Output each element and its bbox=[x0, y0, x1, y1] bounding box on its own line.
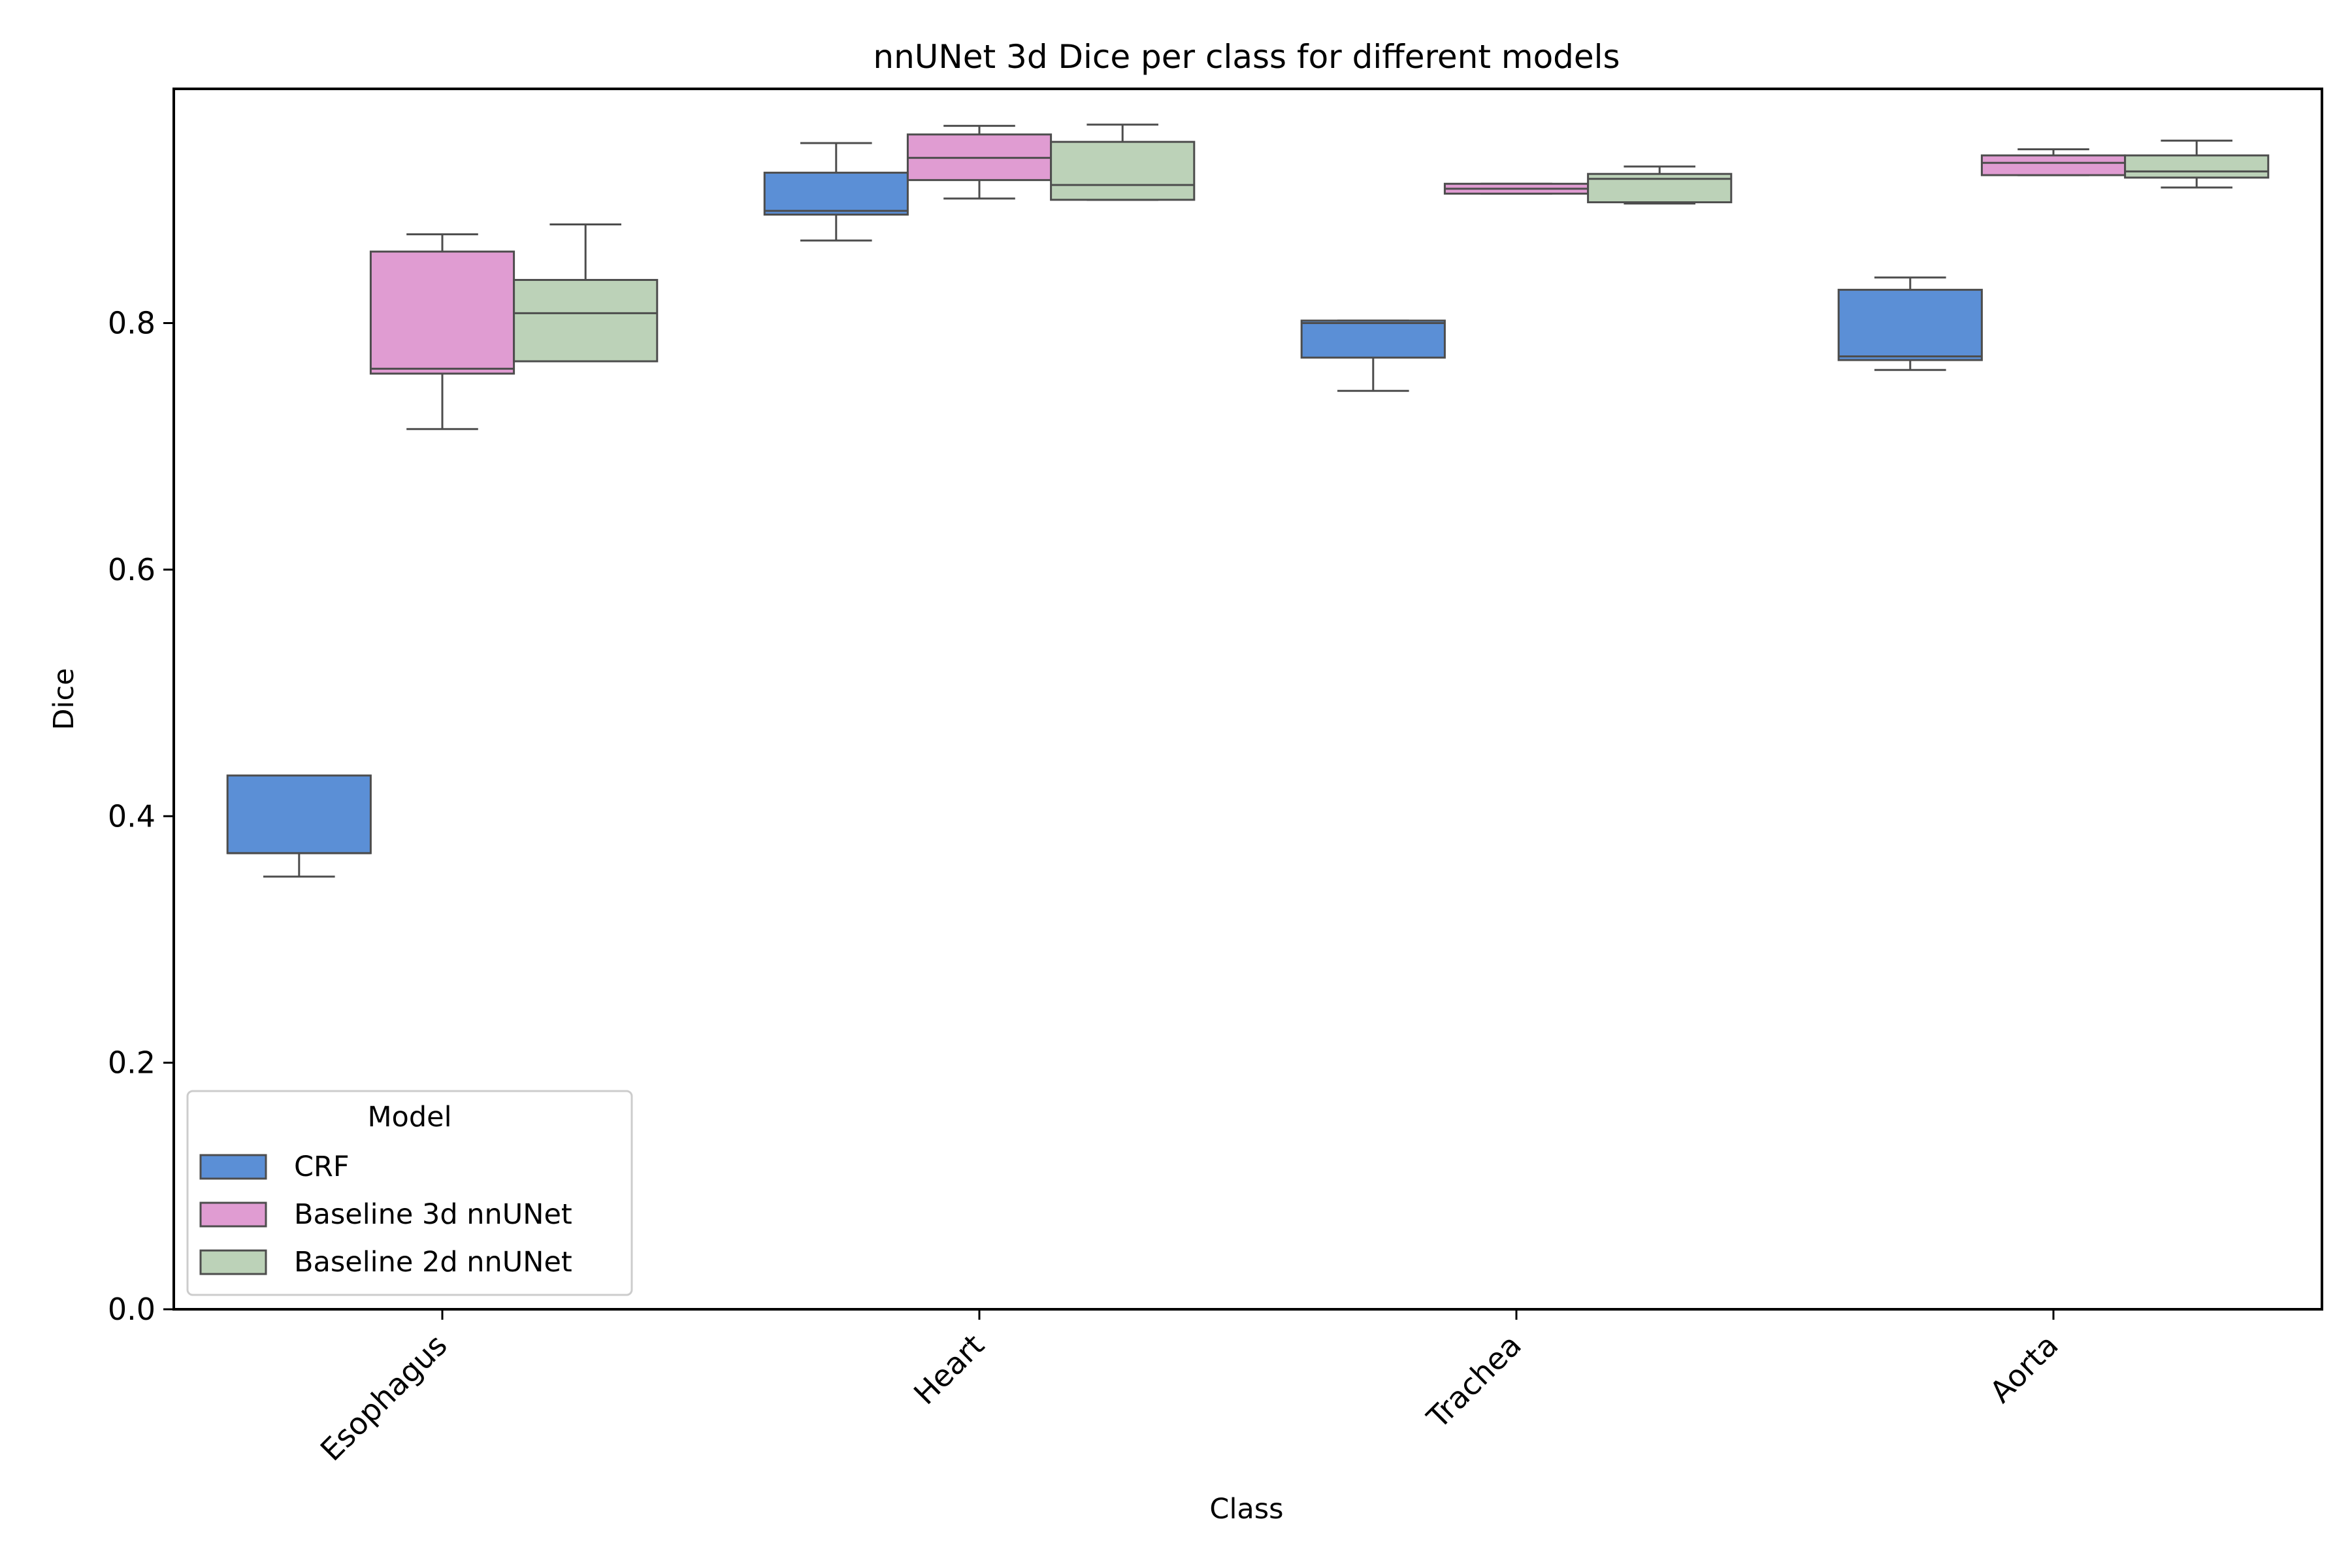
box-body bbox=[1300, 319, 1446, 359]
legend: Model CRF Baseline 3d nnUNet Baseline 2d n… bbox=[186, 1090, 633, 1296]
legend-label: Baseline 2d nnUNet bbox=[294, 1246, 572, 1279]
legend-swatch bbox=[199, 1201, 267, 1228]
box-trachea-crf bbox=[1300, 319, 1446, 392]
y-tick-label: 0.2 bbox=[108, 1045, 155, 1081]
legend-label: CRF bbox=[294, 1151, 350, 1183]
legend-swatch bbox=[199, 1249, 267, 1275]
y-axis-label: Dice bbox=[48, 668, 80, 730]
legend-item: Baseline 3d nnUNet bbox=[199, 1198, 572, 1231]
plot-area bbox=[226, 123, 2270, 878]
box-body bbox=[2124, 154, 2270, 179]
legend-item: CRF bbox=[199, 1151, 350, 1183]
box-heart-baseline-3d-nnunet bbox=[906, 125, 1053, 200]
box-body bbox=[513, 278, 659, 363]
box-body bbox=[1837, 289, 1983, 361]
box-esophagus-baseline-2d-nnunet bbox=[513, 223, 659, 363]
box-trachea-baseline-3d-nnunet bbox=[1443, 182, 1590, 195]
box-heart-crf bbox=[763, 142, 909, 242]
box-body bbox=[1050, 140, 1196, 201]
box-aorta-baseline-2d-nnunet bbox=[2124, 139, 2270, 189]
box-body bbox=[763, 171, 909, 216]
y-tick-label: 0.4 bbox=[108, 798, 155, 834]
box-body bbox=[226, 774, 372, 855]
box-body bbox=[369, 250, 515, 375]
x-tick-label-trachea: Trachea bbox=[1420, 1328, 1528, 1436]
box-esophagus-baseline-3d-nnunet bbox=[369, 233, 515, 431]
chart-title: nnUNet 3d Dice per class for different m… bbox=[873, 38, 1620, 76]
box-aorta-crf bbox=[1837, 276, 1983, 371]
legend-item: Baseline 2d nnUNet bbox=[199, 1246, 572, 1279]
box-aorta-baseline-3d-nnunet bbox=[1980, 148, 2127, 176]
x-tick-label-esophagus: Esophagus bbox=[314, 1328, 454, 1468]
y-axis: 0.0 0.2 0.4 0.6 0.8 bbox=[108, 306, 174, 1327]
legend-title: Model bbox=[367, 1101, 451, 1134]
axes-frame bbox=[172, 88, 2323, 1311]
y-tick-label: 0.8 bbox=[108, 306, 155, 341]
legend-frame bbox=[186, 1090, 633, 1296]
box-heart-baseline-2d-nnunet bbox=[1050, 123, 1196, 201]
box-esophagus-crf bbox=[226, 774, 372, 878]
box-body bbox=[1980, 154, 2127, 176]
box-trachea-baseline-2d-nnunet bbox=[1587, 165, 1733, 204]
x-axis-label: Class bbox=[1209, 1493, 1283, 1526]
x-axis: Esophagus Heart Trachea Aorta bbox=[314, 1309, 2065, 1468]
y-tick-label: 0.0 bbox=[108, 1292, 155, 1327]
legend-label: Baseline 3d nnUNet bbox=[294, 1198, 572, 1231]
x-tick-label-heart: Heart bbox=[907, 1328, 991, 1412]
y-tick-label: 0.6 bbox=[108, 552, 155, 587]
x-tick-label-aorta: Aorta bbox=[1983, 1328, 2065, 1410]
legend-swatch bbox=[199, 1154, 267, 1180]
